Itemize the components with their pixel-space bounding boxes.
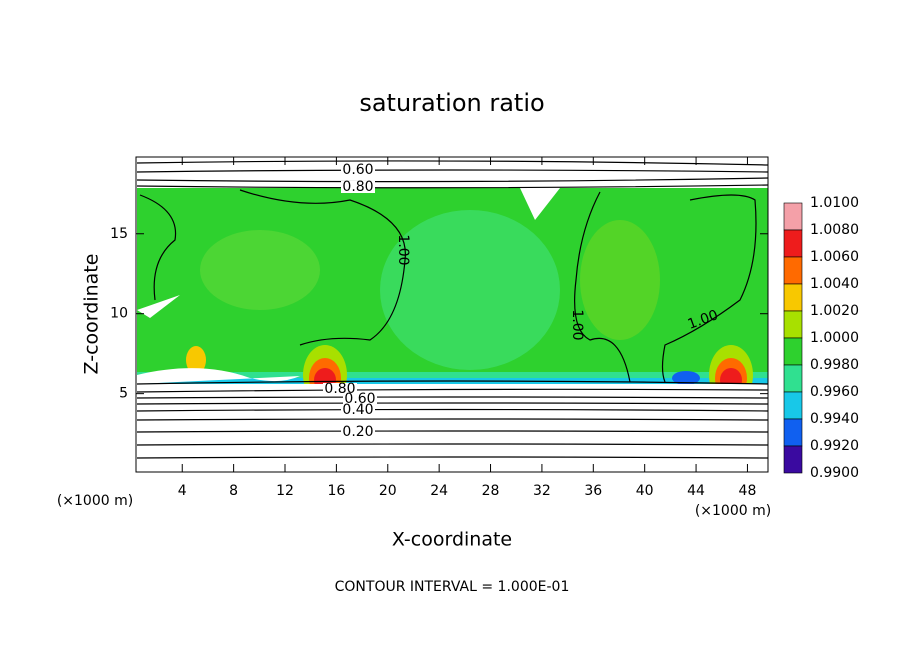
contour-line [136, 430, 769, 433]
x-tick-label: 48 [739, 483, 757, 499]
contour-label: 1.00 [569, 309, 585, 340]
colorbar-label: 1.0080 [810, 222, 859, 238]
y-axis-label: Z-coordinate [81, 254, 103, 375]
contour-label-bg [341, 404, 375, 416]
colorbar-band [783, 418, 803, 447]
plot-frame [135, 156, 769, 473]
colorbar-band [783, 445, 803, 474]
colorbar-band [783, 202, 803, 231]
field-patch [580, 220, 660, 340]
contour-line [136, 177, 769, 183]
x-tick-label: 36 [584, 483, 602, 499]
colorbar-band [783, 310, 803, 339]
colorbar-label: 0.9920 [810, 438, 859, 454]
contour-line [136, 408, 769, 412]
contour-line [136, 388, 769, 393]
contour-label-bg [341, 181, 375, 193]
contour-line [574, 191, 757, 383]
field-white [137, 295, 180, 318]
contour-label: 0.60 [344, 391, 375, 407]
x-unit: (×1000 m) [695, 503, 771, 519]
x-tick-label: 20 [379, 483, 397, 499]
contour-line [136, 380, 769, 385]
field-white [137, 368, 300, 384]
x-tick-label: 12 [276, 483, 294, 499]
colorbar-band [783, 283, 803, 312]
contour-label: 0.40 [342, 402, 373, 418]
contour-label-bg [323, 383, 357, 395]
colorbar-label: 1.0100 [810, 195, 859, 211]
x-tick-label: 32 [533, 483, 551, 499]
x-tick-label: 44 [687, 483, 705, 499]
colorbar-label: 0.9940 [810, 411, 859, 427]
x-tick-label: 28 [482, 483, 500, 499]
colorbar-band [783, 364, 803, 393]
colorbar-band [783, 256, 803, 285]
contour-label: 0.60 [342, 162, 373, 178]
contour-label-bg [341, 426, 375, 438]
colorbar-band [783, 229, 803, 258]
contour-line [136, 184, 769, 189]
colorbar-label: 1.0020 [810, 303, 859, 319]
x-tick-label: 24 [430, 483, 448, 499]
colorbar-band [783, 391, 803, 420]
contour-line [136, 418, 769, 421]
contour-line [136, 443, 769, 446]
y-unit: (×1000 m) [57, 493, 133, 509]
field [137, 188, 768, 472]
footer: CONTOUR INTERVAL = 1.000E-01 [335, 579, 570, 595]
x-tick-label: 8 [229, 483, 238, 499]
field-white [520, 188, 560, 220]
colorbar-band [783, 337, 803, 366]
contour-line [136, 402, 769, 405]
contour-label: 1.00 [395, 234, 411, 265]
x-tick-label: 4 [178, 483, 187, 499]
contour-line [139, 189, 406, 346]
colorbar-label: 1.0000 [810, 330, 859, 346]
x-tick-label: 16 [327, 483, 345, 499]
colorbar-label: 0.9960 [810, 384, 859, 400]
field-blob [186, 346, 206, 374]
contour-line [136, 456, 769, 459]
x-tick-label: 40 [636, 483, 654, 499]
colorbar-label: 0.9980 [810, 357, 859, 373]
chart-title: saturation ratio [359, 89, 544, 117]
y-tick-label: 15 [110, 226, 128, 242]
x-axis-label: X-coordinate [392, 529, 512, 551]
colorbar-label: 1.0040 [810, 276, 859, 292]
contour-label: 0.80 [342, 179, 373, 195]
field-patch [380, 210, 560, 370]
contour-label: 0.20 [342, 424, 373, 440]
colorbar-label: 1.0060 [810, 249, 859, 265]
contour-line [136, 160, 769, 166]
field-patch [200, 230, 320, 310]
contour-label-bg [341, 164, 375, 176]
field-blob [672, 371, 700, 385]
contour-line [136, 169, 769, 173]
colorbar-label: 0.9900 [810, 465, 859, 481]
y-tick-label: 10 [110, 306, 128, 322]
contour-line [136, 396, 769, 399]
contours [136, 160, 769, 459]
contour-label-bg [343, 393, 377, 405]
y-tick-label: 5 [119, 386, 128, 402]
